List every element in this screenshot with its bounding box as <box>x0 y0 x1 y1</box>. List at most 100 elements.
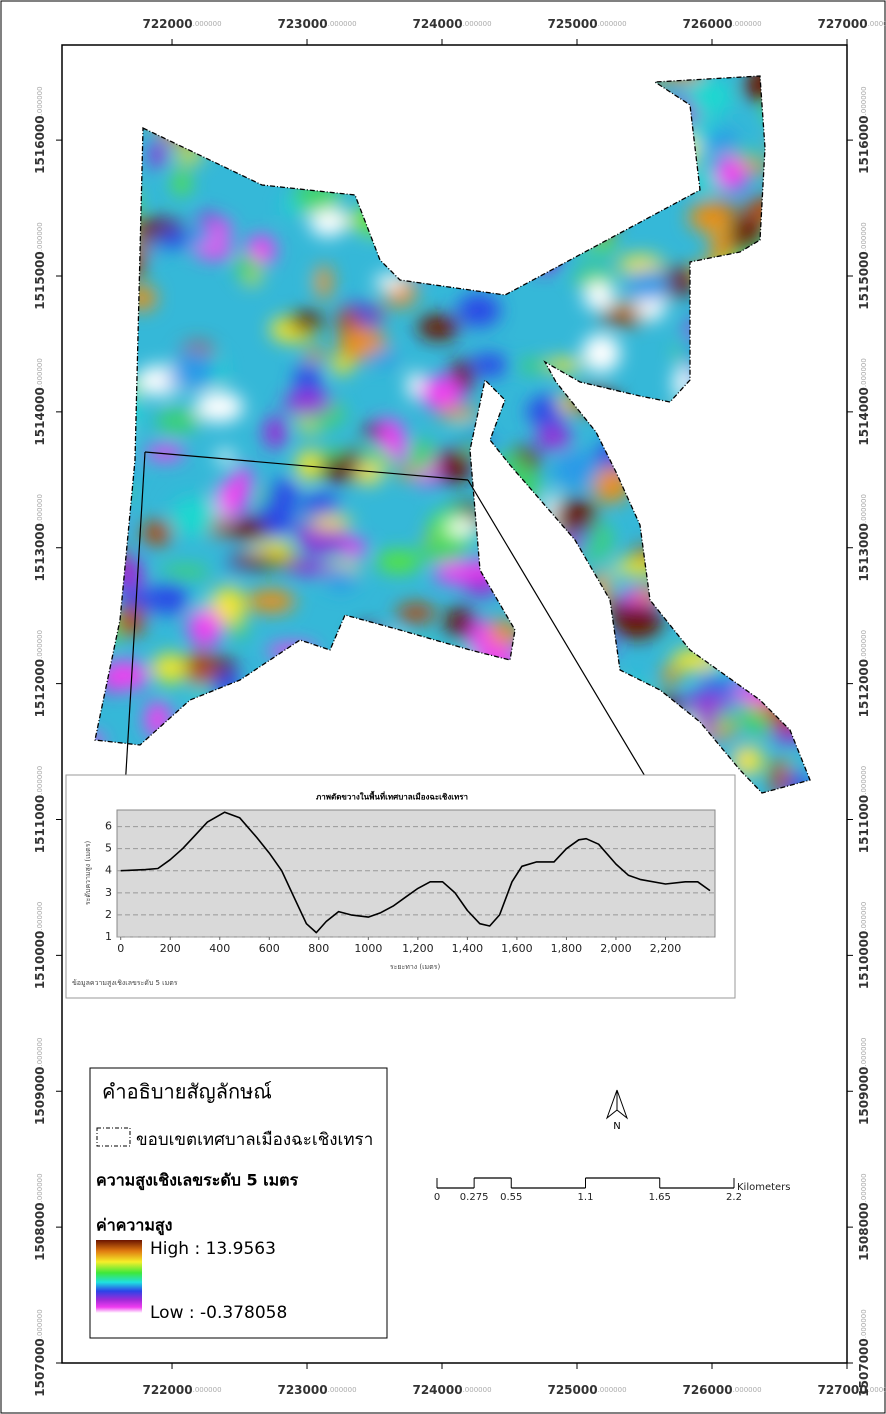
raster-blob <box>386 434 408 461</box>
raster-blob <box>755 432 776 451</box>
raster-blob <box>674 340 724 364</box>
coord-value: 726000 <box>682 17 732 31</box>
y-tick-label: 3 <box>105 886 112 899</box>
coord-label: 1507000.000000 <box>33 1309 47 1396</box>
raster-blob <box>141 520 173 546</box>
raster-blob <box>707 255 749 280</box>
scale-label: 0 <box>434 1192 440 1203</box>
raster-blob <box>678 539 703 556</box>
coord-value: 1511000 <box>33 795 47 853</box>
raster-blob <box>598 639 615 655</box>
coord-label: 1513000.000000 <box>857 494 871 581</box>
coord-label: 1516000.000000 <box>33 86 47 173</box>
x-tick-label: 200 <box>160 942 181 955</box>
raster-blob <box>359 76 390 91</box>
raster-blob <box>173 349 216 389</box>
coord-suffix: .000000 <box>36 222 44 251</box>
coord-value: 1516000 <box>857 115 871 173</box>
coord-suffix: .000000 <box>36 358 44 387</box>
raster-blob <box>605 105 629 144</box>
coord-value: 723000 <box>277 17 327 31</box>
raster-blob <box>309 205 347 237</box>
raster-blob <box>150 83 170 115</box>
coord-value: 1514000 <box>857 387 871 445</box>
raster-blob <box>113 557 144 592</box>
raster-blob <box>325 566 357 592</box>
raster-blob <box>155 410 200 433</box>
coord-label: 1510000.000000 <box>33 902 47 989</box>
coord-value: 1507000 <box>33 1338 47 1396</box>
raster-blob <box>521 593 570 622</box>
raster-blob <box>364 665 389 689</box>
raster-blob <box>336 143 360 163</box>
raster-blob <box>366 632 406 664</box>
raster-blob <box>785 770 806 793</box>
raster-blob <box>523 76 551 91</box>
coord-suffix: .000000 <box>36 902 44 931</box>
raster-blob <box>721 215 766 251</box>
raster-blob <box>403 248 451 276</box>
raster-blob <box>648 128 698 164</box>
coord-suffix: .000000 <box>598 1386 627 1394</box>
raster-blob <box>432 228 451 243</box>
coord-value: 1515000 <box>33 251 47 309</box>
raster-blob <box>686 78 733 116</box>
raster-blob <box>95 404 130 421</box>
coord-label: 1507000.000000 <box>857 1309 871 1396</box>
raster-blob <box>553 498 597 534</box>
raster-blob <box>772 640 810 669</box>
x-tick-label: 2,000 <box>600 942 632 955</box>
raster-blob <box>148 583 190 615</box>
coord-suffix: .000000 <box>328 20 357 28</box>
raster-blob <box>385 158 432 172</box>
coord-label: 1509000.000000 <box>33 1038 47 1125</box>
raster-blob <box>337 109 366 147</box>
raster-blob <box>224 103 256 118</box>
coord-label: 724000.000000 <box>412 17 491 31</box>
raster-blob <box>215 450 236 464</box>
raster-blob <box>757 568 800 604</box>
raster-blob <box>354 462 383 485</box>
coord-value: 1512000 <box>33 659 47 717</box>
raster-blob <box>584 598 622 613</box>
raster-blob <box>339 163 386 182</box>
coord-label: 1510000.000000 <box>857 902 871 989</box>
raster-blob <box>145 445 185 461</box>
coord-label: 1514000.000000 <box>857 358 871 445</box>
coord-suffix: .000000 <box>463 20 492 28</box>
north-arrow <box>616 1089 629 1120</box>
raster-blob <box>671 648 717 672</box>
raster-blob <box>629 546 681 560</box>
raster-blob <box>738 543 781 582</box>
scale-label: 1.1 <box>578 1192 594 1203</box>
raster-blob <box>434 231 476 266</box>
scale-label: 2.2 <box>726 1192 742 1203</box>
raster-blob <box>741 76 789 101</box>
raster-blob <box>641 757 661 775</box>
raster-blob <box>228 552 278 570</box>
raster-blob <box>354 203 400 237</box>
y-tick-label: 5 <box>105 842 112 855</box>
coord-value: 1508000 <box>857 1202 871 1260</box>
coord-suffix: .000000 <box>860 494 868 523</box>
raster-blob <box>264 88 310 113</box>
profile-line <box>120 811 711 934</box>
raster-blob <box>434 141 457 158</box>
coord-suffix: .000000 <box>860 86 868 115</box>
raster-blob <box>704 451 721 474</box>
raster-blob <box>516 732 563 770</box>
coord-value: 727000 <box>817 1383 867 1397</box>
raster-blob <box>272 675 310 700</box>
raster-blob <box>535 161 568 190</box>
raster-blob <box>95 466 140 479</box>
coord-label: 1514000.000000 <box>33 358 47 445</box>
raster-blob <box>766 695 810 731</box>
raster-blob <box>525 695 546 721</box>
raster-blob <box>353 635 398 667</box>
raster-blob <box>263 416 288 449</box>
coord-label: 723000.000000 <box>277 1383 356 1397</box>
raster-blob <box>95 476 130 507</box>
raster-blob <box>739 601 761 638</box>
raster-blob <box>751 695 802 715</box>
